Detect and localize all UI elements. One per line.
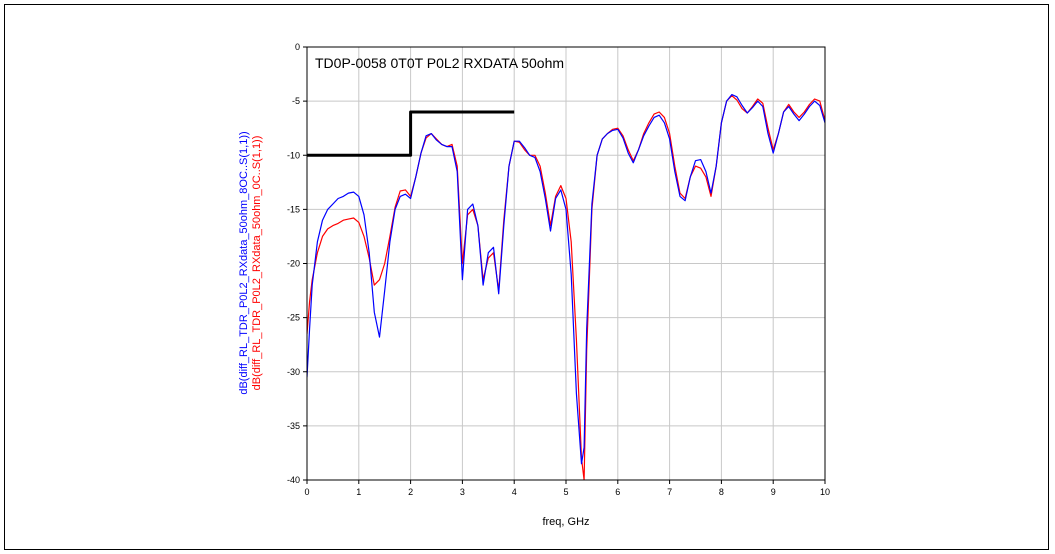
- y-tick-label: -10: [287, 150, 300, 160]
- y-tick-label: 0: [295, 42, 300, 52]
- series-line-blue: [307, 93, 825, 465]
- y-tick-label: -15: [287, 204, 300, 214]
- x-tick-label: 4: [512, 487, 517, 497]
- x-tick-label: 3: [460, 487, 465, 497]
- x-tick-label: 10: [820, 487, 830, 497]
- mask-limit-line: [307, 110, 515, 157]
- y-tick-label: -20: [287, 259, 300, 269]
- chart-title: TD0P-0058 0T0T P0L2 RXDATA 50ohm: [315, 55, 564, 71]
- line-chart: 0 1 2 3 4 5 6 7 8 9 10 0 -5 -10 -15 -20 -25 -30 -35 -40 TD0…: [238, 42, 830, 528]
- x-tick-label: 7: [667, 487, 672, 497]
- x-axis-title: freq, GHz: [542, 516, 589, 528]
- y-tick-label: -25: [287, 313, 300, 323]
- series-group: [307, 93, 825, 480]
- y-tick-label: -30: [287, 367, 300, 377]
- x-tick-label: 1: [356, 487, 361, 497]
- series-line-red: [307, 95, 825, 480]
- y-axis-title-blue: dB(diff_RL_TDR_P0L2_RXdata_50ohm_8OC..S(…: [238, 131, 250, 394]
- figure-frame: 0 1 2 3 4 5 6 7 8 9 10 0 -5 -10 -15 -20 -25 -30 -35 -40 TD0…: [4, 4, 1049, 550]
- x-tick-label: 2: [408, 487, 413, 497]
- y-tick-label: -40: [287, 475, 300, 485]
- x-tick-label: 0: [304, 487, 309, 497]
- x-tick-label: 9: [771, 487, 776, 497]
- y-tick-label: -35: [287, 421, 300, 431]
- x-tick-label: 6: [615, 487, 620, 497]
- x-tick-label: 8: [719, 487, 724, 497]
- y-tick-label: -5: [292, 96, 300, 106]
- axis-ticks: 0 1 2 3 4 5 6 7 8 9 10 0 -5 -10 -15 -20 -25 -30 -35 -40: [287, 42, 830, 497]
- x-tick-label: 5: [563, 487, 568, 497]
- y-axis-title-red: dB(diff_RL_TDR_P0L2_RXdata_50ohm_0C..S(1…: [251, 136, 263, 391]
